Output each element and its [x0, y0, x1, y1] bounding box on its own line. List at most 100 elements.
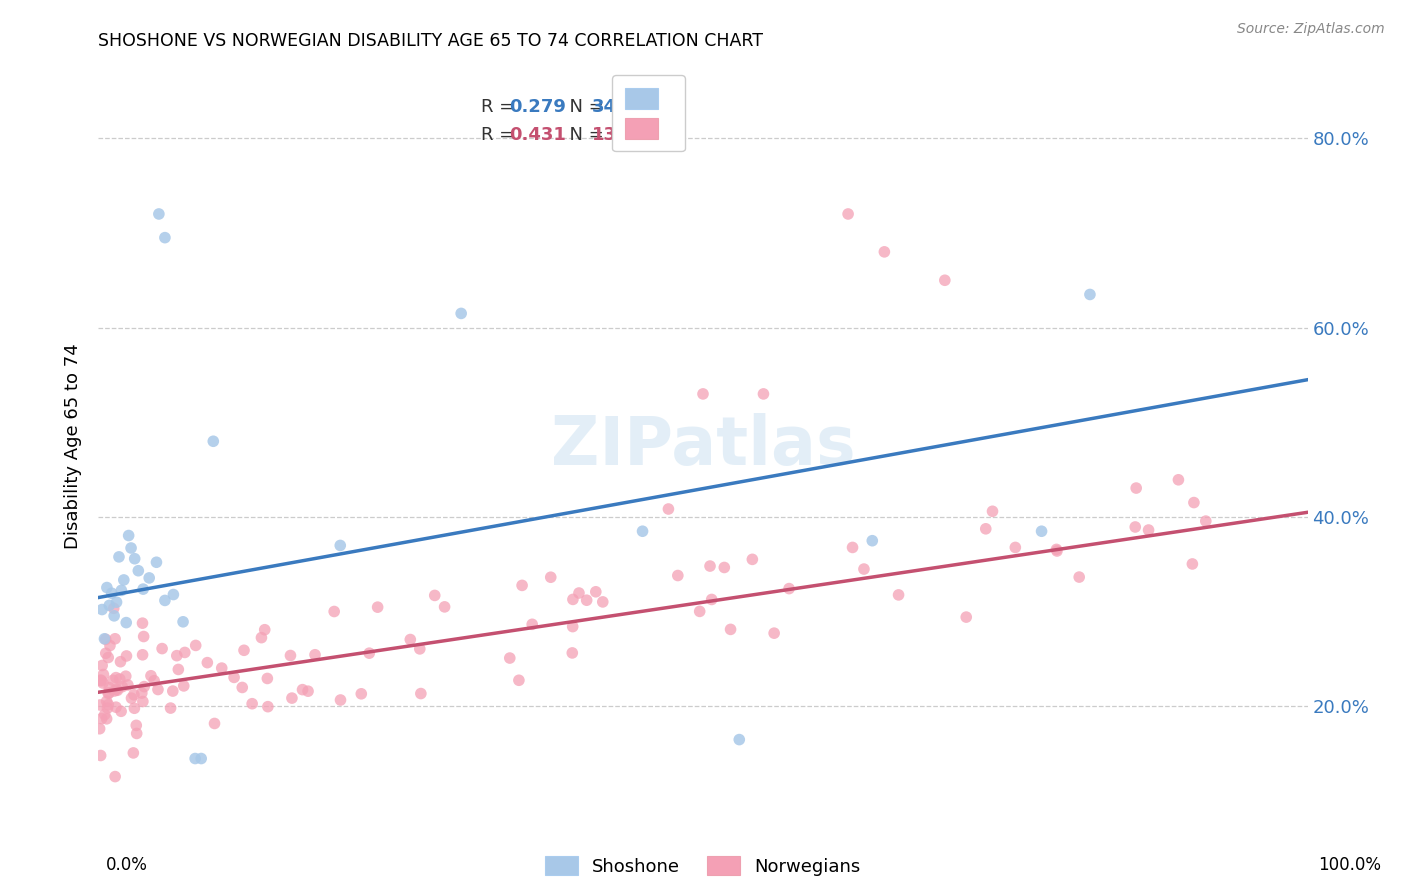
Norwegians	[873, 244, 896, 259]
Norwegians	[96, 701, 118, 715]
Norwegians	[124, 701, 146, 715]
Shoshone	[118, 528, 141, 542]
Norwegians	[121, 691, 143, 706]
Norwegians	[741, 552, 763, 566]
Norwegians	[117, 678, 139, 692]
Norwegians	[122, 688, 145, 702]
Shoshone	[631, 524, 654, 539]
Norwegians	[713, 560, 735, 574]
Norwegians	[96, 712, 118, 726]
Shoshone	[202, 434, 225, 449]
Norwegians	[399, 632, 422, 647]
Norwegians	[955, 610, 977, 624]
Norwegians	[323, 605, 346, 619]
Norwegians	[1125, 481, 1147, 495]
Norwegians	[211, 661, 233, 675]
Text: R =: R =	[481, 98, 519, 116]
Norwegians	[115, 648, 138, 663]
Norwegians	[162, 684, 184, 698]
Norwegians	[132, 630, 155, 644]
Text: SHOSHONE VS NORWEGIAN DISABILITY AGE 65 TO 74 CORRELATION CHART: SHOSHONE VS NORWEGIAN DISABILITY AGE 65 …	[98, 32, 763, 50]
Norwegians	[93, 667, 115, 681]
Norwegians	[1045, 542, 1067, 557]
Norwegians	[409, 641, 432, 656]
Norwegians	[304, 648, 326, 662]
Norwegians	[350, 687, 373, 701]
Norwegians	[778, 582, 800, 596]
Shoshone	[96, 581, 118, 595]
Norwegians	[699, 559, 721, 574]
Shoshone	[100, 586, 122, 600]
Norwegians	[934, 273, 956, 287]
Norwegians	[281, 691, 304, 706]
Norwegians	[97, 650, 120, 665]
Text: 0.0%: 0.0%	[105, 856, 148, 874]
Shoshone	[127, 564, 149, 578]
Shoshone	[172, 615, 194, 629]
Shoshone	[153, 593, 176, 607]
Norwegians	[104, 632, 127, 646]
Norwegians	[522, 617, 544, 632]
Norwegians	[329, 693, 352, 707]
Norwegians	[97, 686, 120, 700]
Norwegians	[132, 694, 155, 708]
Norwegians	[90, 748, 112, 763]
Norwegians	[1137, 523, 1160, 537]
Norwegians	[499, 651, 522, 665]
Norwegians	[231, 681, 253, 695]
Norwegians	[104, 671, 127, 685]
Text: Source: ZipAtlas.com: Source: ZipAtlas.com	[1237, 22, 1385, 37]
Norwegians	[150, 641, 173, 656]
Norwegians	[103, 684, 125, 698]
Norwegians	[107, 683, 129, 698]
Legend: , : ,	[613, 75, 685, 152]
Norwegians	[195, 656, 218, 670]
Norwegians	[837, 207, 859, 221]
Norwegians	[981, 504, 1004, 518]
Text: 34: 34	[592, 98, 617, 116]
Norwegians	[297, 684, 319, 698]
Shoshone	[91, 602, 114, 616]
Norwegians	[110, 704, 132, 718]
Norwegians	[575, 593, 598, 607]
Norwegians	[97, 698, 120, 712]
Shoshone	[115, 615, 138, 630]
Text: 0.279: 0.279	[509, 98, 567, 116]
Norwegians	[222, 670, 245, 684]
Text: 0.431: 0.431	[509, 126, 567, 144]
Text: R =: R =	[481, 126, 519, 144]
Norwegians	[204, 716, 226, 731]
Norwegians	[125, 718, 148, 732]
Norwegians	[367, 600, 389, 615]
Norwegians	[841, 541, 863, 555]
Norwegians	[561, 592, 583, 607]
Norwegians	[1181, 557, 1204, 571]
Norwegians	[1004, 541, 1026, 555]
Shoshone	[190, 751, 212, 765]
Norwegians	[561, 646, 583, 660]
Norwegians	[700, 592, 723, 607]
Norwegians	[256, 672, 278, 686]
Norwegians	[90, 673, 112, 687]
Norwegians	[111, 680, 134, 694]
Norwegians	[122, 746, 145, 760]
Norwegians	[173, 679, 195, 693]
Norwegians	[98, 639, 121, 653]
Norwegians	[90, 712, 112, 726]
Norwegians	[167, 662, 190, 676]
Norwegians	[359, 646, 381, 660]
Norwegians	[146, 682, 169, 697]
Norwegians	[253, 623, 276, 637]
Norwegians	[433, 599, 456, 614]
Norwegians	[568, 586, 591, 600]
Norwegians	[692, 387, 714, 401]
Shoshone	[124, 551, 146, 566]
Norwegians	[423, 589, 446, 603]
Shoshone	[860, 533, 883, 548]
Text: 135: 135	[592, 126, 630, 144]
Norwegians	[720, 623, 742, 637]
Norwegians	[689, 604, 711, 618]
Norwegians	[409, 687, 432, 701]
Norwegians	[125, 726, 148, 740]
Norwegians	[508, 673, 530, 688]
